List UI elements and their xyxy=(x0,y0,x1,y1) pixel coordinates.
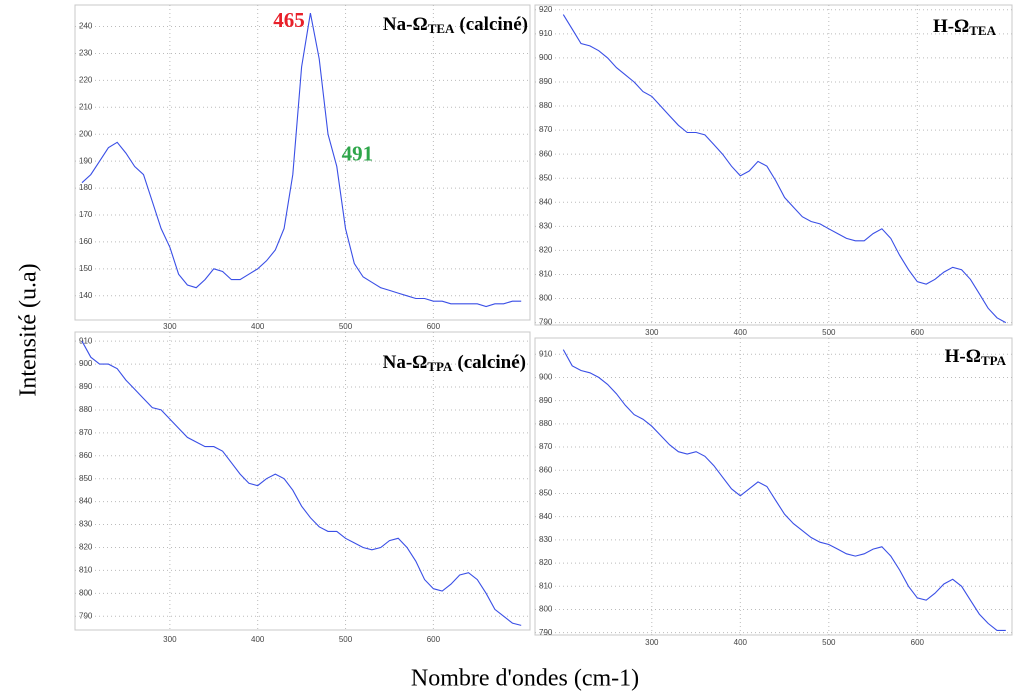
panel: 140 150 160 170 180 190 200 210 220 230 240 300 400 5… xyxy=(74,4,531,331)
y-tick-label: 200 xyxy=(79,129,93,138)
y-tick-label: 180 xyxy=(79,183,93,192)
x-tick-label: 300 xyxy=(163,635,177,644)
peak-annotation: 491 xyxy=(342,142,374,166)
panel: 790 800 810 820 830 840 850 860 870 880 890 900 910 9… xyxy=(534,4,1013,337)
y-tick-label: 190 xyxy=(79,156,93,165)
y-tick-label: 830 xyxy=(79,520,93,529)
title-main: H-Ω xyxy=(945,346,981,367)
x-axis-label: Nombre d'ondes (cm-1) xyxy=(411,666,639,692)
title-subscript: TPA xyxy=(427,359,453,374)
y-axis-label: Intensité (u.a) xyxy=(16,263,42,396)
y-tick-label: 810 xyxy=(539,270,553,279)
y-tick-label: 800 xyxy=(539,605,553,614)
spectrum-line xyxy=(562,349,1006,631)
plot-area xyxy=(534,4,1013,326)
y-tick-label: 890 xyxy=(539,77,553,86)
x-tick-label: 400 xyxy=(734,638,748,647)
y-tick-label: 150 xyxy=(79,264,93,273)
x-tick-label: 300 xyxy=(645,638,659,647)
spectrum-line xyxy=(81,12,522,308)
y-tick-label: 870 xyxy=(539,125,553,134)
x-tick-label: 300 xyxy=(163,322,177,331)
y-tick-label: 860 xyxy=(539,465,553,474)
y-tick-label: 800 xyxy=(539,294,553,303)
panel-title: Na-ΩTPA (calciné) xyxy=(383,352,526,374)
y-tick-label: 230 xyxy=(79,49,93,58)
y-tick-label: 910 xyxy=(539,349,553,358)
title-subscript: TPA xyxy=(981,353,1007,368)
x-tick-label: 600 xyxy=(911,328,925,337)
y-tick-label: 860 xyxy=(539,149,553,158)
y-tick-label: 900 xyxy=(79,359,93,368)
y-tick-label: 220 xyxy=(79,75,93,84)
x-tick-label: 600 xyxy=(427,635,441,644)
title-main: Na-Ω xyxy=(383,352,428,373)
x-tick-label: 300 xyxy=(645,328,659,337)
panel: 790 800 810 820 830 840 850 860 870 880 890 900 910 3… xyxy=(74,331,531,644)
y-tick-label: 830 xyxy=(539,221,553,230)
y-tick-label: 880 xyxy=(79,405,93,414)
y-tick-label: 890 xyxy=(539,396,553,405)
y-tick-label: 820 xyxy=(539,558,553,567)
x-tick-label: 500 xyxy=(339,635,353,644)
y-tick-label: 820 xyxy=(79,543,93,552)
y-tick-label: 910 xyxy=(539,29,553,38)
y-tick-label: 140 xyxy=(79,291,93,300)
y-tick-label: 850 xyxy=(539,489,553,498)
y-tick-label: 910 xyxy=(79,336,93,345)
x-tick-label: 500 xyxy=(822,638,836,647)
y-tick-label: 840 xyxy=(539,512,553,521)
plot-area xyxy=(74,331,531,631)
title-subscript: TEA xyxy=(428,21,455,36)
x-tick-label: 400 xyxy=(251,635,265,644)
y-tick-label: 840 xyxy=(79,497,93,506)
spectrum-line xyxy=(562,14,1007,324)
x-tick-label: 600 xyxy=(427,322,441,331)
y-tick-label: 800 xyxy=(79,588,93,597)
y-tick-label: 840 xyxy=(539,197,553,206)
y-tick-label: 820 xyxy=(539,246,553,255)
peak-annotation: 465 xyxy=(273,8,305,32)
x-tick-label: 400 xyxy=(251,322,265,331)
y-tick-label: 160 xyxy=(79,237,93,246)
y-tick-label: 890 xyxy=(79,382,93,391)
title-suffix: (calciné) xyxy=(457,352,526,373)
y-tick-label: 880 xyxy=(539,419,553,428)
panel-title: Na-ΩTEA (calciné) xyxy=(383,14,528,36)
title-main: Na-Ω xyxy=(383,14,428,35)
x-tick-label: 600 xyxy=(911,638,925,647)
spectrum-line xyxy=(81,340,522,626)
x-tick-label: 500 xyxy=(822,328,836,337)
title-main: H-Ω xyxy=(933,16,969,37)
y-tick-label: 810 xyxy=(79,566,93,575)
y-tick-label: 240 xyxy=(79,22,93,31)
title-suffix: (calciné) xyxy=(459,14,528,35)
y-tick-label: 870 xyxy=(539,442,553,451)
panel-title: H-ΩTPA xyxy=(945,346,1007,368)
plot-area xyxy=(74,4,531,321)
y-tick-label: 790 xyxy=(539,318,553,327)
plot-area xyxy=(534,337,1013,636)
y-tick-label: 210 xyxy=(79,102,93,111)
y-tick-label: 900 xyxy=(539,373,553,382)
y-tick-label: 850 xyxy=(79,474,93,483)
y-tick-label: 900 xyxy=(539,53,553,62)
y-tick-label: 790 xyxy=(539,628,553,637)
y-tick-label: 810 xyxy=(539,581,553,590)
y-tick-label: 920 xyxy=(539,5,553,14)
y-tick-label: 790 xyxy=(79,611,93,620)
x-tick-label: 400 xyxy=(734,328,748,337)
panel-title: H-ΩTEA xyxy=(933,16,997,38)
title-subscript: TEA xyxy=(969,23,996,38)
y-tick-label: 850 xyxy=(539,173,553,182)
y-tick-label: 880 xyxy=(539,101,553,110)
y-tick-label: 170 xyxy=(79,210,93,219)
y-tick-label: 870 xyxy=(79,428,93,437)
panel: 790 800 810 820 830 840 850 860 870 880 890 900 910 3… xyxy=(534,337,1013,647)
y-tick-label: 860 xyxy=(79,451,93,460)
y-tick-label: 830 xyxy=(539,535,553,544)
x-tick-label: 500 xyxy=(339,322,353,331)
